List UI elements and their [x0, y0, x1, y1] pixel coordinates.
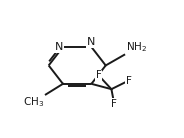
- Text: F: F: [96, 70, 102, 80]
- Text: CH$_3$: CH$_3$: [23, 95, 44, 109]
- Text: NH$_2$: NH$_2$: [126, 40, 147, 54]
- Text: N: N: [54, 42, 63, 52]
- Text: F: F: [111, 99, 117, 109]
- Text: N: N: [87, 37, 96, 47]
- Text: F: F: [126, 76, 131, 86]
